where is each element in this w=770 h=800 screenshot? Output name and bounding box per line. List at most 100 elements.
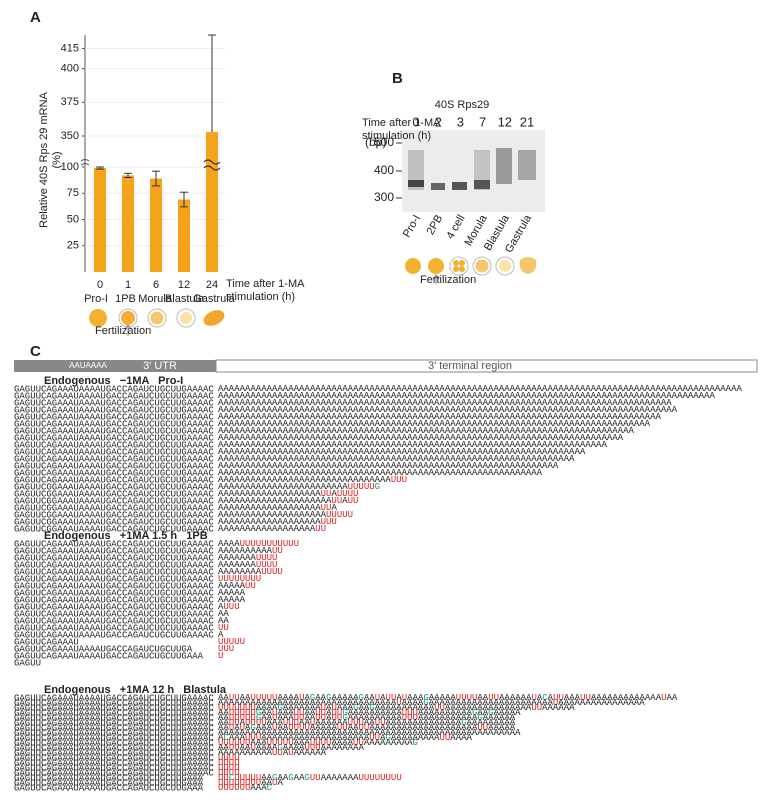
- sequence-prefix: GAGUUCAGAAAUAAAAUGACCAGAUCUGCUUGAAAAC: [14, 468, 214, 478]
- y-tick-label: 415: [61, 42, 79, 54]
- sequence-tail: AAAAUUUUUUUUUUU: [218, 539, 299, 549]
- utr-label: 3′ UTR: [143, 360, 177, 372]
- sequence-tail: AAAAAAAAAAAAAAAAAAUU: [218, 524, 326, 534]
- sequence-tail: A: [218, 630, 224, 640]
- y-axis-label: Relative 40S Rps 29 mRNA: [38, 91, 50, 227]
- x-tick-label: 6: [153, 279, 159, 291]
- panel-label: B: [392, 70, 403, 87]
- sequence-tail: UUCUUUUUAAGAAGAAGUUAAAAAAAUUUUUUUU: [218, 773, 402, 783]
- sequence-tail: AAUUAUUUUAAAUUUAAUAAAAAAUUUAAUUAAAAAAAAA…: [218, 718, 516, 728]
- sequence-tail: AAAAAAAAAAAAAAAAAAAAAAAAAAAAAAAAAAAAAAAA…: [218, 461, 559, 471]
- sequence-prefix: GAGUUCAGAAAUAAAAUGACCAGAUCUGCUUGAAAAC: [14, 405, 214, 415]
- sequence-prefix: GAGUUCAGAAAUAAAAUGACCAGAUCUGCUUGAAA: [14, 651, 204, 661]
- lane-label: 3: [457, 114, 464, 129]
- sequence-tail: AAAAAAAAAAAAAAAAAAAAAAAAAAAAAAAAAAAAAAAA…: [218, 433, 624, 443]
- signal-label: AAUAAAA: [69, 361, 107, 370]
- sequence-tail: UUUU: [218, 753, 240, 763]
- sequence-tail: AAAAAAAAAAAAAAAAAAAAAAAAUUUUUG: [218, 482, 380, 492]
- sequence-prefix: GAGUUCAGAAAUAAAAUGACCAGAUCUGCUUGAAA: [14, 778, 204, 788]
- sequence-prefix: GAGUUCAGAAAUAAAAUGACCAGAUCUGCUUGAAAAC: [14, 733, 214, 743]
- sequence-prefix: GAGUUCAGAAAU: [14, 637, 79, 647]
- gel-axis-label: stimulation (h): [362, 130, 431, 142]
- sequence-prefix: GAGUUCAGAAAUAAAAUGACCAGAUCUGCUUGAAAAC: [14, 412, 214, 422]
- sequence-prefix: GAGUUCAGAAAUAAAAUGACCAGAUCUGCUUGAAAAC: [14, 758, 214, 768]
- sequence-prefix: GAGUUCAGAAAUAAAAUGACCAGAUCUGCUUGAAAAC: [14, 440, 214, 450]
- sequence-tail: AAAAAAAUUUU: [218, 560, 277, 570]
- size-label: 500: [374, 135, 394, 149]
- sequence-tail: AAAAAAAAAAAAAAAAAAAAAAAAAAAAAAAAAAAAAAAA…: [218, 384, 742, 394]
- sequence-tail: AAAAAUU: [218, 581, 256, 591]
- sequence-prefix: GAGUUCAGAAAUAAAAUGACCAGAUCUGCUUGAAAAC: [14, 475, 214, 485]
- x-axis-label: Time after 1-MA: [226, 278, 305, 290]
- sequence-tail: ACAAAUUUAAAAAAAAAAAAAAAAAAAAUUAGAAAAAAAA…: [218, 733, 472, 743]
- y-tick-label: 400: [61, 63, 79, 75]
- group-title: Endogenous −1MA Pro-I: [44, 375, 183, 387]
- sequence-prefix: GAGUUCAGAAAUAAAAUGACCAGAUCUGCUUGAAAAC: [14, 708, 214, 718]
- sequence-prefix: GAGUUCAGAAAUAAAAUGACCAGAUCUGCUUGAAAAC: [14, 743, 214, 753]
- stage-label: 1PB: [115, 293, 136, 305]
- stage-label: Pro-I: [401, 213, 423, 240]
- x-axis-label: stimulation (h): [226, 291, 295, 303]
- sequence-tail: AAAAAAAAAAAAAAAAAAAAAAAAAAAAAAAAAAAAAAAA…: [218, 419, 651, 429]
- sequence-prefix: GAGUUCAGAAAUAAAAUGACCAGAUCUGCUUGAAAAC: [14, 698, 214, 708]
- sequence-prefix: GAGUUCAGAAAUAAAAUGACCAGAUCUGCUUGAAAAC: [14, 693, 214, 703]
- sequence-prefix: GAGUUCAGAAAUAAAAUGACCAGAUCUGCUUGAAAAC: [14, 753, 214, 763]
- lane-label: 21: [520, 114, 534, 129]
- y-tick-label: 350: [61, 130, 79, 142]
- sequence-tail: AAAAAAAAAAAAAAAAAAAAAAAAAAAAAAAAUUU: [218, 475, 407, 485]
- sequence-tail: AAUUUUUGAAUAAAUUAAUUAUUGAAAAAAAAAAUUUAAA…: [218, 713, 516, 723]
- sequence-prefix: GAGUUCGGAAAUAAAAUGACCAGAUCUGCUUGAAAAC: [14, 510, 214, 520]
- sequence-prefix: GAGUUCAGAAAUAAAAUGACCAGAUCUGCUUGAAAAC: [14, 703, 214, 713]
- sequence-tail: AAAAAAAAUUUU: [218, 567, 283, 577]
- sequence-tail: AAAAAAAAAAAAAAAAAAAAUUUUU: [218, 510, 353, 520]
- stage-label: Blastula: [165, 293, 205, 305]
- panel-label: C: [30, 343, 41, 360]
- bar: [94, 168, 106, 272]
- sequence-tail: AAAAAAAAAAAAAAAAAAAAAAAAAAAAAAAAAAAAAAAA…: [218, 398, 672, 408]
- sequence-tail: AAAAAAAUUUU: [218, 553, 277, 563]
- sequence-tail: AAAAAAAAAAAAAAAAAAAUUAUUUU: [218, 489, 358, 499]
- sequence-prefix: GAGUUCAGAAAUAAAAUGACCAGAUCUGCUUGAAAAC: [14, 567, 214, 577]
- sequence-prefix: GAGUUCGGAAAUAAAAUGACCAGAUCUGCUUGAAAAC: [14, 503, 214, 513]
- lane-label: 7: [479, 114, 486, 129]
- y-tick-label: 100: [61, 161, 79, 173]
- stage-label: Pro-I: [84, 293, 108, 305]
- sequence-prefix: GAGUUCAGAAAUAAAAUGACCAGAUCUGCUUGAAAAC: [14, 718, 214, 728]
- sequence-prefix: GAGUUCAGAAAUAAAAUGACCAGAUCUGCUUGAAAAC: [14, 447, 214, 457]
- sequence-tail: AAUUAAUUUUUAAAAUAGAAGAAAAAGAAUAUUAUAAAGA…: [218, 693, 678, 703]
- sequence-tail: AA: [218, 616, 229, 626]
- bar: [178, 199, 190, 272]
- sequence-tail: AAAAAAAAAAUUAUAAAAAA: [218, 748, 327, 758]
- sequence-tail: AAUAUAGAAAUAAUUUUAAAAAUUAAUUAAAAAAAAAAAA…: [218, 723, 516, 733]
- sequence-tail: UU: [218, 623, 229, 633]
- sequence-prefix: GAGUUCAGAAAUAAAAUGACCAGAUCUGCUUGAAAAC: [14, 602, 214, 612]
- sequence-tail: AAAAAAAAAAAAAAAAAAAAAAAAAAAAAAAAAAAAAAAA…: [218, 447, 586, 457]
- bar: [206, 131, 218, 272]
- terminal-label: 3′ terminal region: [428, 360, 512, 372]
- size-label: 300: [374, 190, 394, 204]
- sequence-tail: AAAAAAAAAAAAAAAAAAAAAAAAAAAAAAAAAAAAAAAA…: [218, 468, 543, 478]
- group-title: Endogenous +1MA 12 h Blastula: [44, 684, 227, 696]
- sequence-tail: UUUUUUUAAAAGAAAAAAAUAUAAAGAAGAAAAAAAAAAA…: [218, 703, 575, 713]
- sequence-prefix: GAGUUCAGAAAUAAAAUGACCAGAUCUGCUUGAAAAC: [14, 609, 214, 619]
- sequence-tail: AAAAAAAAAAAAAAAAAAAUUU: [218, 517, 337, 527]
- sequence-prefix: GAGUUCAGAAAUAAAAUGACCAGAUCUGCUUGAAAAC: [14, 748, 214, 758]
- sequence-prefix: GAGUUCAGAAAUAAAAUGACCAGAUCUGCUUGAAAAC: [14, 398, 214, 408]
- size-unit: (bp): [365, 135, 386, 149]
- sequence-prefix: GAGUUCAGAAAUAAAAUGACCAGAUCUGCUUGAAAAC: [14, 595, 214, 605]
- terminal-bar: [215, 359, 758, 373]
- sequence-prefix: GAGUUCGGAAAUAAAAUGACCAGAUCUGCUUGAAAAC: [14, 489, 214, 499]
- gel-image: [402, 130, 545, 284]
- sequence-prefix: GAGUUCAGAAAUAAAAUGACCAGAUCUGCUUGAAAAC: [14, 728, 214, 738]
- sequence-prefix: GAGUUCGGAAAUAAAAUGACCAGAUCUGCUUGAAAAC: [14, 496, 214, 506]
- sequence-tail: U: [218, 651, 223, 661]
- sequence-tail: AA: [218, 609, 229, 619]
- sequence-prefix: GAGUUCAGAAAUAAAAUGACCAGAUCUGCUUGAAAAC: [14, 454, 214, 464]
- axis-break: [80, 159, 90, 166]
- sequence-tail: UUUUUUAAAUUUUUAAAUUUUAAAAUUAAAAAAAAAG: [218, 738, 418, 748]
- sequence-tail: AAAAAAAAAAUU: [218, 546, 283, 556]
- sequence-tail: UUUUUUAAAC: [218, 783, 273, 793]
- size-label: 400: [374, 163, 394, 177]
- sequence-prefix: GAGUUCAGAAAUAAAAUGACCAGAUCUGCUUGAAAAC: [14, 433, 214, 443]
- sequence-prefix: GAGUUCAGAAAUAAAAUGACCAGAUCUGCUUGAAAAC: [14, 426, 214, 436]
